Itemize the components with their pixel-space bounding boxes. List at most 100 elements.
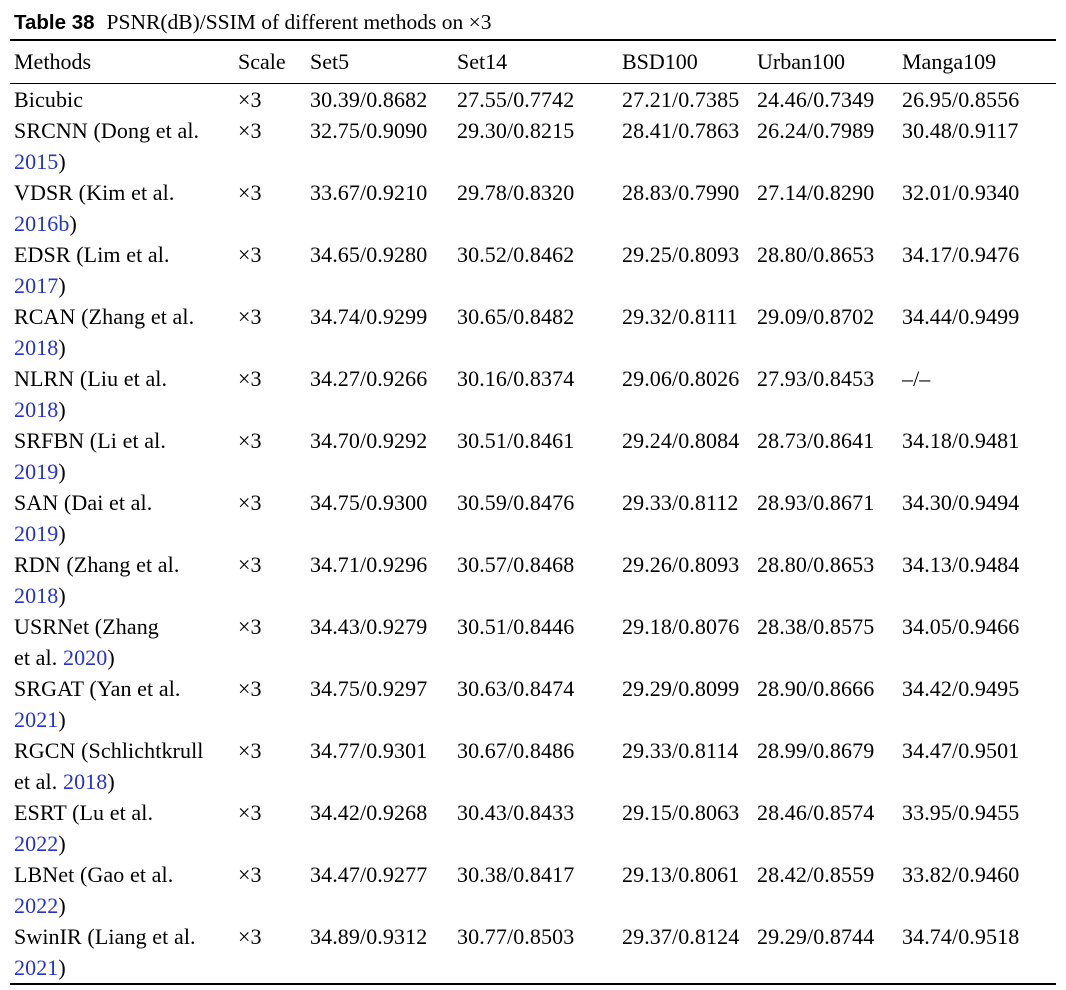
column-header-scale: Scale: [238, 40, 310, 84]
manga109-cell: 33.95/0.9455: [902, 800, 1020, 825]
manga109-cell: 34.13/0.9484: [902, 552, 1020, 577]
method-name: LBNet (Gao et al.: [14, 862, 174, 887]
table-row: Bicubic ×3 30.39/0.8682 27.55/0.7742 27.…: [10, 84, 1056, 116]
citation-year-link[interactable]: 2021: [14, 707, 59, 732]
table-row: VDSR (Kim et al. 2016b) ×3 33.67/0.9210 …: [10, 177, 1056, 239]
column-header-manga109: Manga109: [902, 40, 1056, 84]
table-row: SRCNN (Dong et al. 2015) ×3 32.75/0.9090…: [10, 115, 1056, 177]
manga109-cell: 33.82/0.9460: [902, 862, 1020, 887]
bsd100-cell: 28.83/0.7990: [622, 180, 740, 205]
manga109-cell: 34.42/0.9495: [902, 676, 1020, 701]
set14-cell: 30.43/0.8433: [457, 800, 575, 825]
set5-cell: 34.47/0.9277: [310, 862, 428, 887]
set14-cell: 30.51/0.8446: [457, 614, 575, 639]
table-row: RGCN (Schlichtkrull et al. 2018) ×3 34.7…: [10, 735, 1056, 797]
method-line2-post: ): [58, 397, 66, 422]
citation-year-link[interactable]: 2015: [14, 149, 59, 174]
method-cell: RCAN (Zhang et al. 2018): [10, 301, 238, 363]
method-line2-post: ): [58, 149, 66, 174]
method-cell: ESRT (Lu et al. 2022): [10, 797, 238, 859]
urban100-cell: 27.14/0.8290: [757, 180, 875, 205]
method-cell: SAN (Dai et al. 2019): [10, 487, 238, 549]
citation-year-link[interactable]: 2017: [14, 273, 59, 298]
method-name: SRFBN (Li et al.: [14, 428, 166, 453]
set5-cell: 34.71/0.9296: [310, 552, 428, 577]
scale-cell: ×3: [238, 490, 262, 515]
manga109-cell: 34.30/0.9494: [902, 490, 1020, 515]
table-caption-text: PSNR(dB)/SSIM of different methods on ×3: [106, 10, 492, 34]
urban100-cell: 29.29/0.8744: [757, 924, 875, 949]
table-row: RCAN (Zhang et al. 2018) ×3 34.74/0.9299…: [10, 301, 1056, 363]
set5-cell: 32.75/0.9090: [310, 118, 428, 143]
bsd100-cell: 29.33/0.8112: [622, 490, 739, 515]
set14-cell: 30.52/0.8462: [457, 242, 575, 267]
urban100-cell: 28.93/0.8671: [757, 490, 875, 515]
set14-cell: 27.55/0.7742: [457, 87, 575, 112]
set14-cell: 30.16/0.8374: [457, 366, 575, 391]
citation-year-link[interactable]: 2016b: [14, 211, 70, 236]
table-row: RDN (Zhang et al. 2018) ×3 34.71/0.9296 …: [10, 549, 1056, 611]
method-name: SwinIR (Liang et al.: [14, 924, 196, 949]
method-line2-post: ): [107, 769, 115, 794]
set5-cell: 34.27/0.9266: [310, 366, 428, 391]
set14-cell: 30.59/0.8476: [457, 490, 575, 515]
scale-cell: ×3: [238, 800, 262, 825]
table-caption-label: Table 38: [14, 11, 95, 34]
table-row: SRGAT (Yan et al. 2021) ×3 34.75/0.9297 …: [10, 673, 1056, 735]
set5-cell: 34.43/0.9279: [310, 614, 428, 639]
method-cell: NLRN (Liu et al. 2018): [10, 363, 238, 425]
bsd100-cell: 29.37/0.8124: [622, 924, 740, 949]
scale-cell: ×3: [238, 87, 262, 112]
manga109-cell: 32.01/0.9340: [902, 180, 1020, 205]
citation-year-link[interactable]: 2019: [14, 459, 59, 484]
set5-cell: 33.67/0.9210: [310, 180, 428, 205]
set14-cell: 30.63/0.8474: [457, 676, 575, 701]
manga109-cell: 34.18/0.9481: [902, 428, 1020, 453]
method-line2: 2022): [14, 828, 238, 859]
urban100-cell: 29.09/0.8702: [757, 304, 875, 329]
set5-cell: 34.75/0.9297: [310, 676, 428, 701]
set14-cell: 29.78/0.8320: [457, 180, 575, 205]
scale-cell: ×3: [238, 366, 262, 391]
bsd100-cell: 29.32/0.8111: [622, 304, 738, 329]
method-name: USRNet (Zhang: [14, 614, 159, 639]
bsd100-cell: 29.18/0.8076: [622, 614, 740, 639]
urban100-cell: 28.99/0.8679: [757, 738, 875, 763]
citation-year-link[interactable]: 2021: [14, 955, 59, 980]
method-line2: 2018): [14, 580, 238, 611]
citation-year-link[interactable]: 2022: [14, 893, 59, 918]
set5-cell: 34.42/0.9268: [310, 800, 428, 825]
method-line2-post: ): [58, 459, 66, 484]
method-line2: 2021): [14, 704, 238, 735]
method-name: RCAN (Zhang et al.: [14, 304, 195, 329]
manga109-cell: 30.48/0.9117: [902, 118, 1019, 143]
citation-year-link[interactable]: 2018: [14, 335, 59, 360]
table-header: Methods Scale Set5 Set14 BSD100 Urban100…: [10, 40, 1056, 84]
bsd100-cell: 29.13/0.8061: [622, 862, 740, 887]
manga109-cell: 34.47/0.9501: [902, 738, 1020, 763]
urban100-cell: 24.46/0.7349: [757, 87, 875, 112]
citation-year-link[interactable]: 2020: [62, 645, 108, 670]
method-name: SRGAT (Yan et al.: [14, 676, 181, 701]
citation-year-link[interactable]: 2018: [14, 583, 59, 608]
set14-cell: 30.38/0.8417: [457, 862, 575, 887]
citation-year-link[interactable]: 2019: [14, 521, 59, 546]
method-cell: Bicubic: [10, 84, 238, 116]
manga109-cell: 34.74/0.9518: [902, 924, 1020, 949]
scale-cell: ×3: [238, 676, 262, 701]
scale-cell: ×3: [238, 180, 262, 205]
method-name: ESRT (Lu et al.: [14, 800, 154, 825]
method-name: RGCN (Schlichtkrull: [14, 738, 204, 763]
method-line2: 2019): [14, 456, 238, 487]
method-cell: VDSR (Kim et al. 2016b): [10, 177, 238, 239]
scale-cell: ×3: [238, 242, 262, 267]
urban100-cell: 28.38/0.8575: [757, 614, 875, 639]
citation-year-link[interactable]: 2018: [62, 769, 108, 794]
method-line2-post: ): [58, 955, 66, 980]
scale-cell: ×3: [238, 924, 262, 949]
method-line2-post: ): [58, 335, 66, 360]
citation-year-link[interactable]: 2022: [14, 831, 59, 856]
manga109-cell: 34.17/0.9476: [902, 242, 1020, 267]
method-cell: LBNet (Gao et al. 2022): [10, 859, 238, 921]
citation-year-link[interactable]: 2018: [14, 397, 59, 422]
